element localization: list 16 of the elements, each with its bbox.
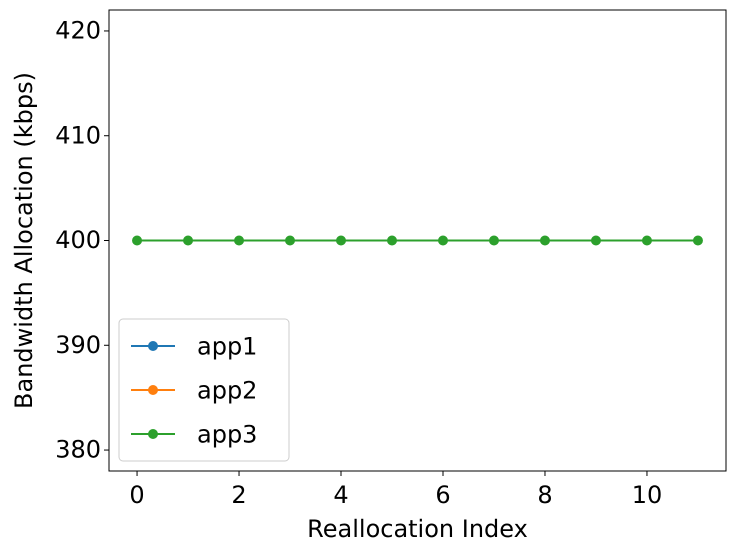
x-tick-label: 6	[435, 481, 451, 509]
legend-label: app1	[197, 332, 258, 360]
y-tick-label: 380	[55, 436, 101, 464]
x-tick-label: 10	[632, 481, 662, 509]
y-tick-label: 390	[55, 330, 101, 359]
legend-label: app2	[197, 376, 258, 404]
x-tick-label: 8	[537, 481, 553, 509]
y-axis-title: Bandwidth Allocation (kbps)	[10, 72, 38, 409]
x-tick-label: 4	[333, 481, 349, 509]
y-tick-label: 400	[55, 226, 101, 254]
y-tick-label: 410	[55, 121, 101, 150]
legend-label: app3	[197, 420, 258, 448]
x-axis-title: Reallocation Index	[307, 515, 528, 543]
x-tick-label: 2	[231, 481, 247, 509]
x-tick-label: 0	[129, 481, 145, 509]
y-tick-label: 420	[55, 16, 101, 45]
